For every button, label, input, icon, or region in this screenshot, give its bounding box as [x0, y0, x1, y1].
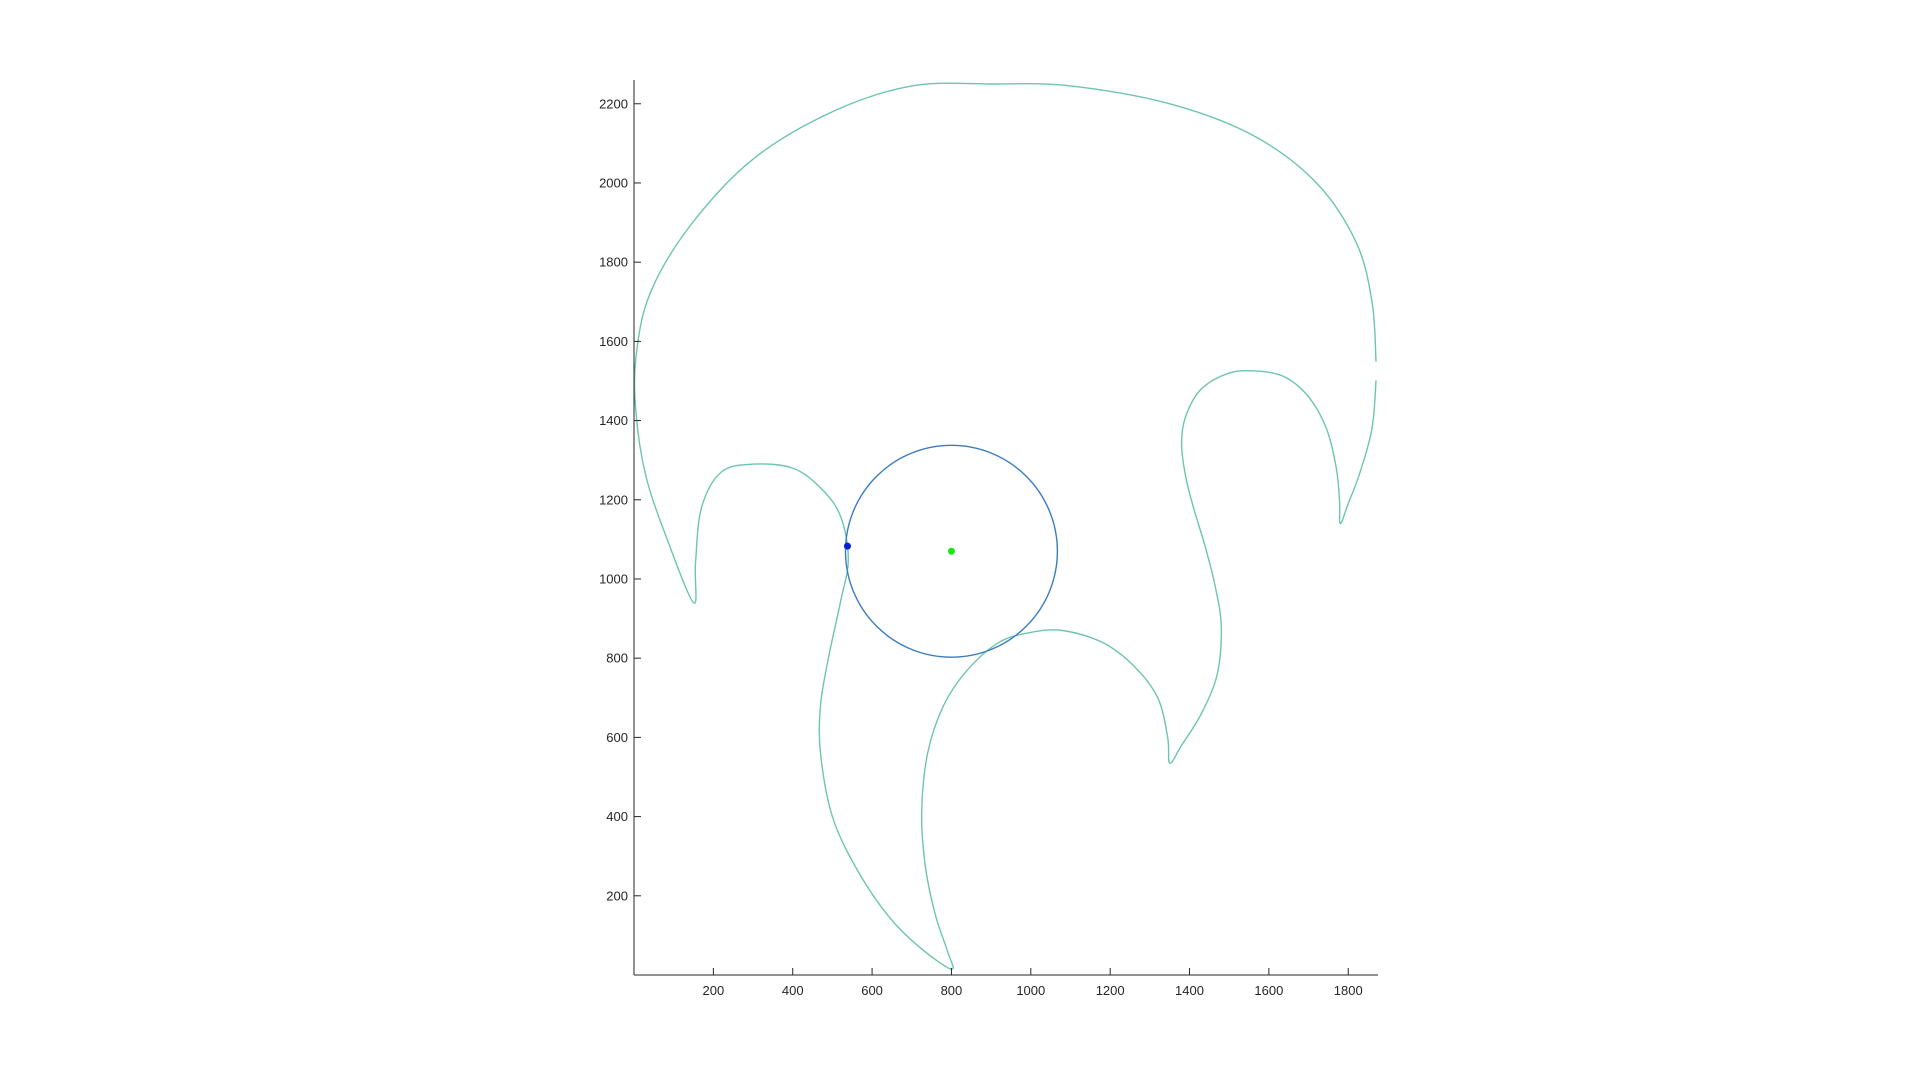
y-tick-label: 2200: [599, 96, 628, 111]
y-tick-label: 1000: [599, 571, 628, 586]
green-center-marker: [947, 547, 955, 555]
y-tick-label: 2000: [599, 175, 628, 190]
blue-point-marker: [843, 542, 851, 550]
x-tick-label: 600: [861, 983, 883, 998]
trajectory-curve: [633, 82, 1377, 970]
x-tick-label: 800: [941, 983, 963, 998]
x-tick-label: 1000: [1016, 983, 1045, 998]
y-tick-label: 1800: [599, 255, 628, 270]
circle-outline: [844, 444, 1059, 658]
y-tick-label: 1400: [599, 413, 628, 428]
x-ticks: 200 400 600 800 1000 1200 1400 1600 1800: [703, 968, 1363, 998]
x-tick-label: 1400: [1175, 983, 1204, 998]
plot-area: [633, 82, 1377, 970]
y-tick-label: 400: [606, 809, 628, 824]
y-ticks: 200 400 600 800 1000 1200 1400 1600 1800 2000 2200: [599, 96, 641, 903]
y-tick-label: 200: [606, 888, 628, 903]
x-tick-label: 200: [703, 983, 725, 998]
y-tick-label: 1600: [599, 334, 628, 349]
x-tick-label: 400: [782, 983, 804, 998]
y-tick-label: 600: [606, 730, 628, 745]
x-tick-label: 1200: [1096, 983, 1125, 998]
y-tick-label: 800: [606, 651, 628, 666]
y-tick-label: 1200: [599, 492, 628, 507]
x-tick-label: 1800: [1334, 983, 1363, 998]
x-tick-label: 1600: [1254, 983, 1283, 998]
axes: 200 400 600 800 1000 1200 1400 1600 1800 200 400 6…: [599, 80, 1378, 998]
